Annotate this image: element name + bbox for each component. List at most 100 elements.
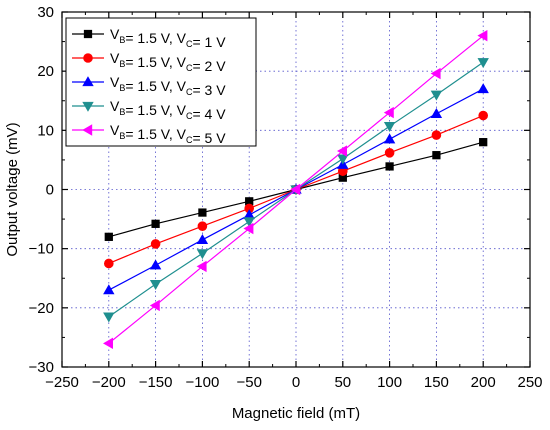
legend-marker xyxy=(83,29,93,39)
y-tick-label: 10 xyxy=(37,122,54,139)
legend-text-part: = 5 V xyxy=(192,130,226,146)
data-point xyxy=(477,83,489,94)
data-point xyxy=(337,154,349,165)
legend-item: VB= 1.5 V, VC= 4 V xyxy=(72,98,226,122)
data-point xyxy=(290,183,301,196)
legend-text-part: V xyxy=(110,122,120,138)
legend-label: VB= 1.5 V, VC= 4 V xyxy=(110,98,226,122)
legend-subscript: B xyxy=(119,59,125,69)
x-tick-label: 200 xyxy=(471,374,496,391)
data-point xyxy=(103,312,115,323)
legend-item: VB= 1.5 V, VC= 3 V xyxy=(72,74,226,98)
data-point xyxy=(150,239,161,249)
legend-text-part: V xyxy=(110,50,120,66)
data-point xyxy=(383,122,396,132)
data-point xyxy=(430,107,443,118)
y-tick-label: −30 xyxy=(29,359,54,376)
data-point xyxy=(149,299,160,312)
legend-marker xyxy=(82,124,93,136)
x-tick-label: 150 xyxy=(424,374,449,391)
data-point xyxy=(103,337,113,350)
x-tick-label: −100 xyxy=(186,374,220,391)
data-point xyxy=(243,217,255,228)
legend-subscript: B xyxy=(119,35,125,45)
legend-item: VB= 1.5 V, VC= 5 V xyxy=(72,122,226,146)
y-tick-label: −10 xyxy=(29,241,54,258)
legend-item: VB= 1.5 V, VC= 1 V xyxy=(72,26,226,50)
legend-text-part: = 1.5 V, V xyxy=(125,102,186,118)
y-tick-label: 20 xyxy=(37,63,54,80)
legend-subscript: C xyxy=(186,111,193,121)
legend: VB= 1.5 V, VC= 1 VVB= 1.5 V, VC= 2 VVB= … xyxy=(65,17,257,147)
data-point xyxy=(197,221,208,231)
x-axis-label: Magnetic field (mT) xyxy=(232,405,360,422)
data-point xyxy=(151,219,160,228)
series-5 xyxy=(103,29,488,350)
data-point xyxy=(384,148,395,158)
x-tick-label: −150 xyxy=(139,374,173,391)
data-point xyxy=(196,249,209,260)
tick-layer: −250 −200 −150 −100 −50 0 50 100 150 200 250−30−20… xyxy=(29,4,543,391)
legend-text-part: = 2 V xyxy=(192,58,226,74)
data-point xyxy=(104,232,113,241)
data-point xyxy=(478,110,489,121)
y-tick-label: 30 xyxy=(37,4,54,21)
data-point xyxy=(196,260,207,273)
legend-label: VB= 1.5 V, VC= 2 V xyxy=(110,50,226,74)
series-layer xyxy=(103,29,489,350)
y-tick-label: −20 xyxy=(29,300,54,317)
data-point xyxy=(196,234,209,244)
legend-item: VB= 1.5 V, VC= 2 V xyxy=(72,50,226,74)
data-point xyxy=(103,284,115,295)
legend-subscript: C xyxy=(186,135,193,145)
legend-text-part: = 1 V xyxy=(192,34,226,50)
legend-marker xyxy=(83,53,93,63)
legend-text-part: V xyxy=(110,74,120,90)
x-tick-label: 50 xyxy=(334,374,351,391)
x-tick-label: −50 xyxy=(236,374,261,391)
y-tick-label: 0 xyxy=(46,182,54,199)
data-point xyxy=(383,133,396,144)
data-point xyxy=(432,151,441,160)
legend-label: VB= 1.5 V, VC= 5 V xyxy=(110,122,226,146)
data-point xyxy=(477,29,488,42)
data-point xyxy=(431,130,442,140)
data-point xyxy=(477,58,489,69)
x-tick-label: 250 xyxy=(517,374,542,391)
x-tick-label: 0 xyxy=(292,374,300,391)
legend-text-part: V xyxy=(110,26,120,42)
data-point xyxy=(383,106,394,119)
data-point xyxy=(385,162,394,171)
data-point xyxy=(479,138,488,147)
legend-text-part: V xyxy=(110,98,120,114)
legend-label: VB= 1.5 V, VC= 1 V xyxy=(110,26,226,50)
data-point xyxy=(243,222,254,235)
legend-subscript: C xyxy=(186,87,193,97)
x-tick-label: −200 xyxy=(92,374,126,391)
legend-subscript: B xyxy=(119,131,125,141)
data-point xyxy=(104,258,114,269)
y-axis-label: Output voltage (mV) xyxy=(4,122,21,256)
legend-text-part: = 1.5 V, V xyxy=(125,30,186,46)
legend-text-part: = 1.5 V, V xyxy=(125,54,186,70)
x-tick-label: −250 xyxy=(45,374,79,391)
data-point xyxy=(198,208,207,217)
legend-marker xyxy=(82,101,94,112)
data-point xyxy=(149,259,162,270)
legend-subscript: B xyxy=(119,83,125,93)
legend-text-part: = 1.5 V, V xyxy=(125,78,186,94)
legend-subscript: C xyxy=(186,63,193,73)
data-point xyxy=(149,279,162,290)
data-point xyxy=(430,67,441,80)
legend-text-part: = 4 V xyxy=(192,106,226,122)
legend-label: VB= 1.5 V, VC= 3 V xyxy=(110,74,226,98)
legend-subscript: B xyxy=(119,107,125,117)
legend-subscript: C xyxy=(186,39,193,49)
legend-text-part: = 1.5 V, V xyxy=(125,126,186,142)
legend-text-part: = 3 V xyxy=(192,82,226,98)
data-point xyxy=(430,90,443,101)
data-point xyxy=(337,145,347,157)
legend-marker xyxy=(82,76,94,87)
x-tick-label: 100 xyxy=(377,374,402,391)
